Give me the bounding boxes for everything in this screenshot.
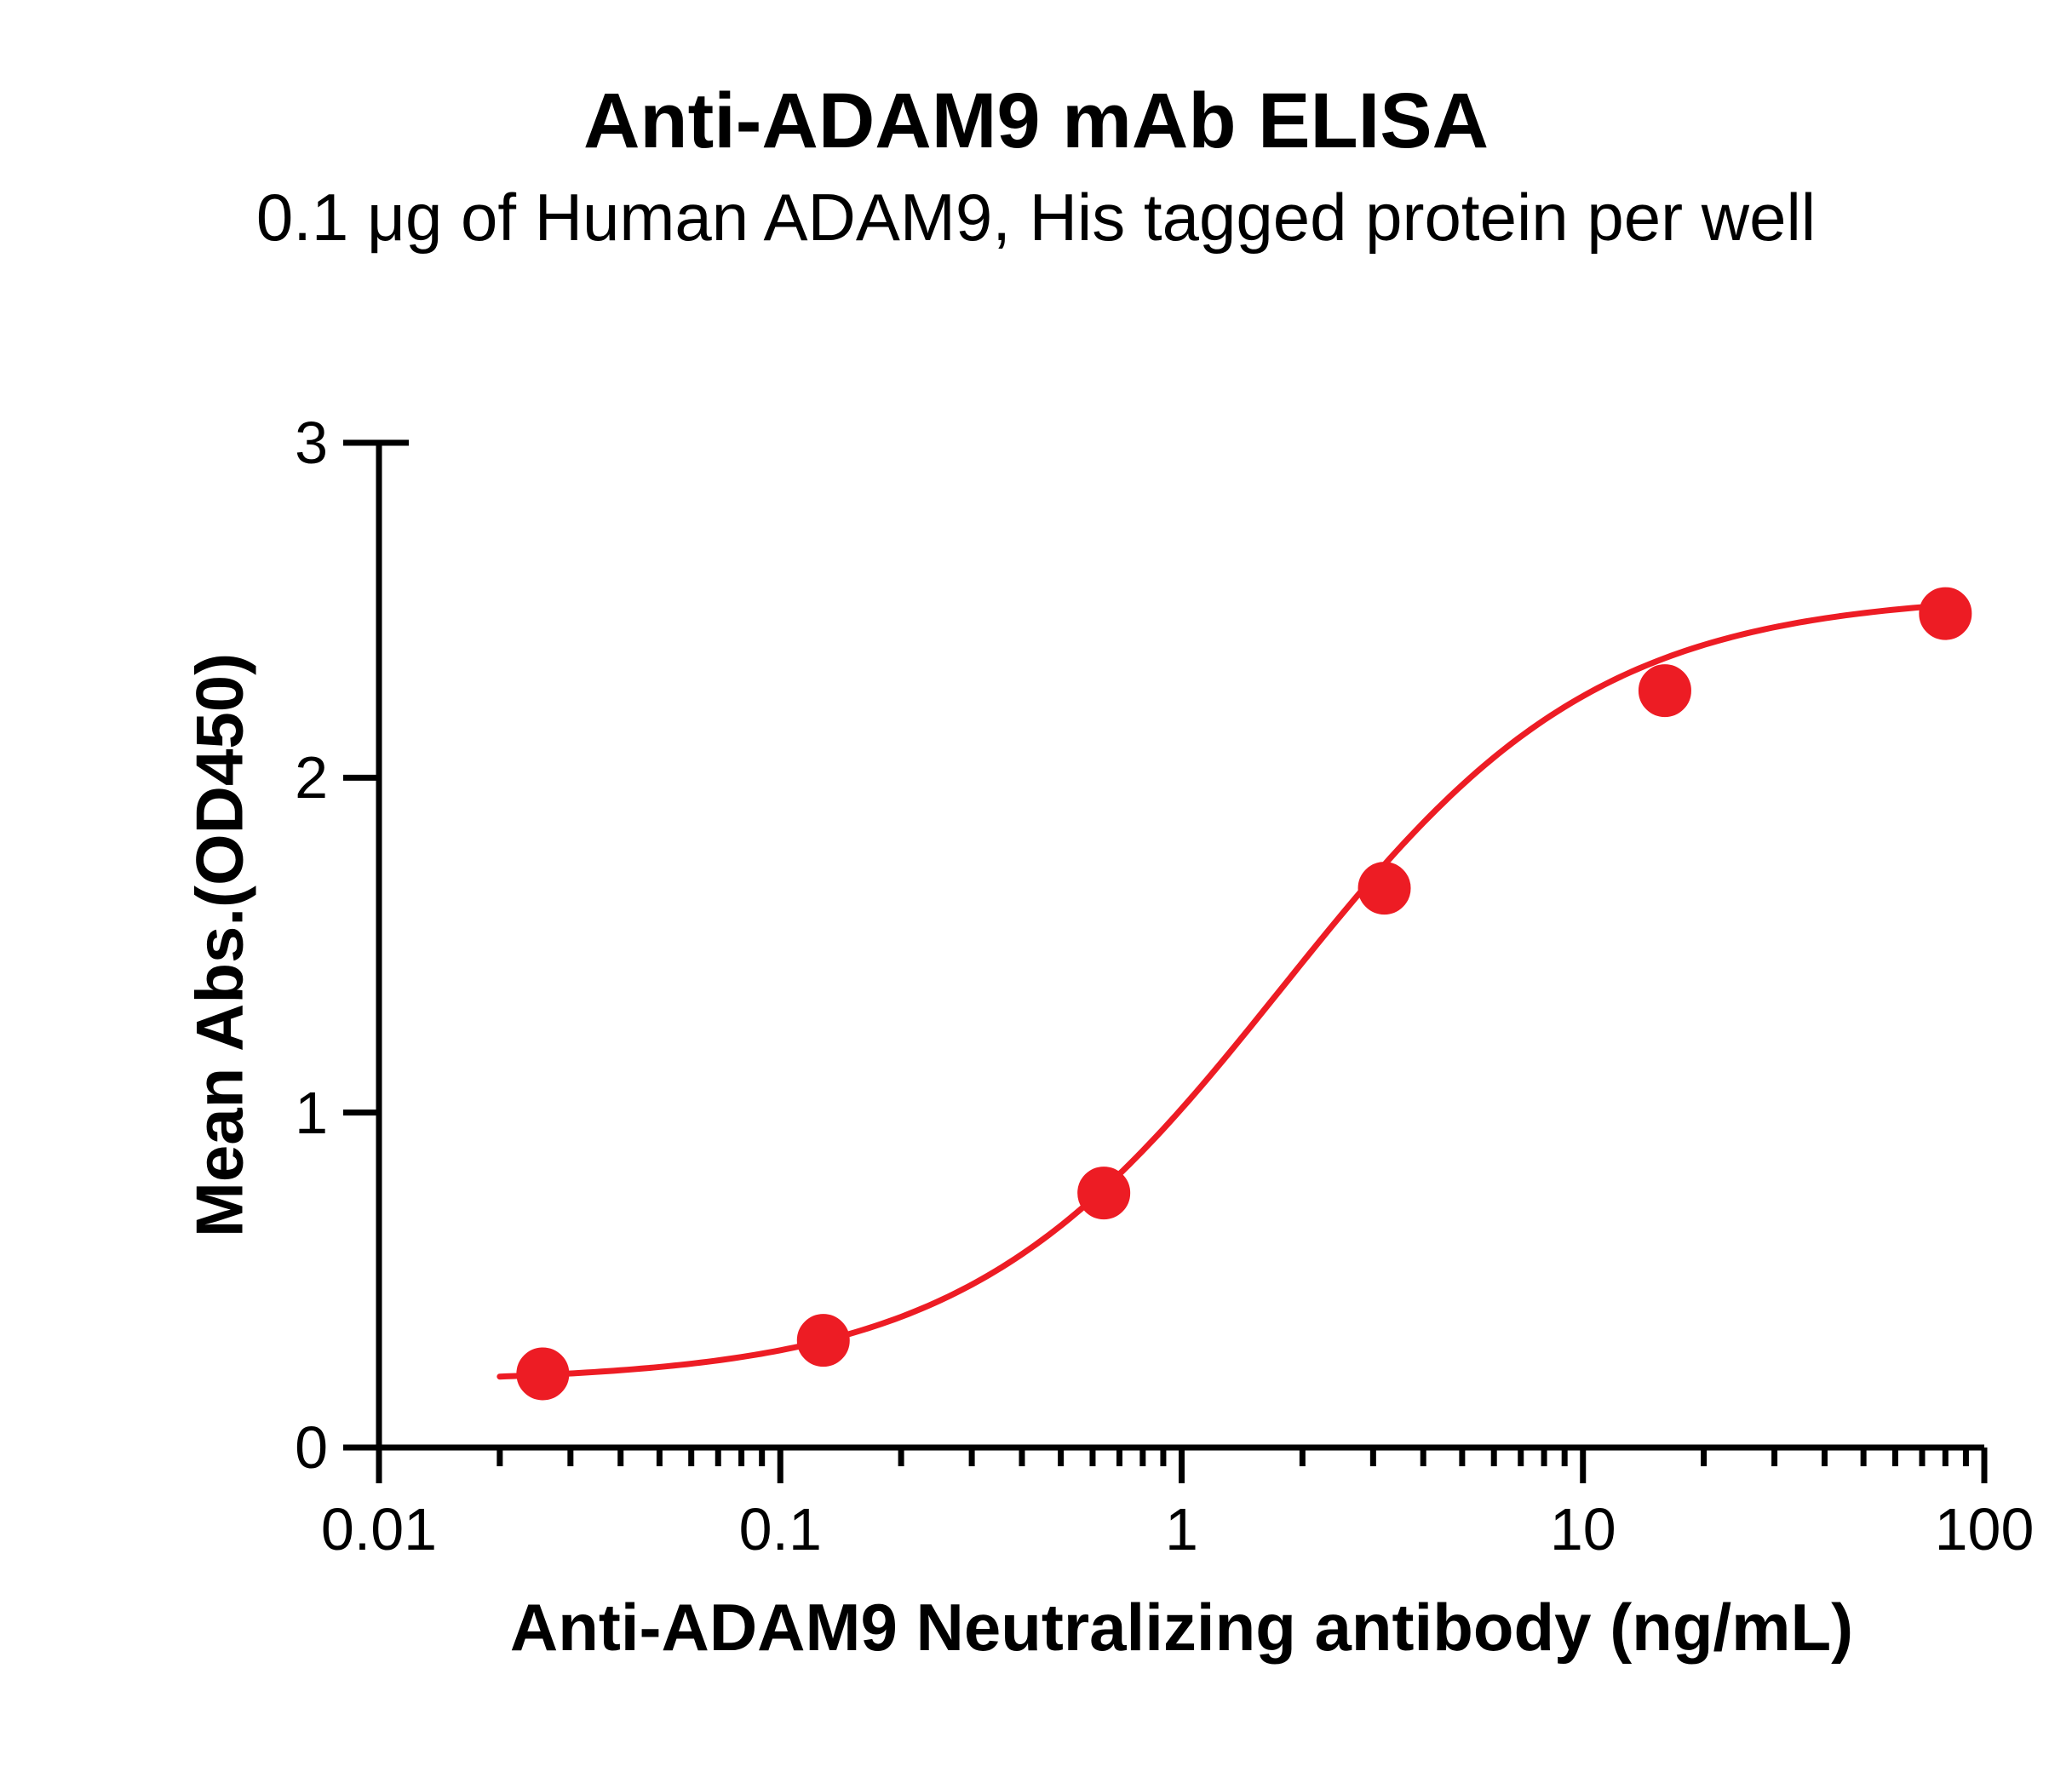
x-tick-label: 100: [1935, 1495, 2035, 1563]
data-point-1: [798, 1315, 849, 1366]
y-tick-label: 1: [295, 1079, 328, 1147]
y-tick-label: 0: [295, 1413, 328, 1482]
data-point-2: [1078, 1167, 1129, 1218]
x-axis-label: Anti-ADAM9 Neutralizing antibody (ng/mL): [510, 1589, 1853, 1666]
y-axis-label: Mean Abs.(OD450): [181, 653, 259, 1237]
y-tick-label: 3: [295, 409, 328, 477]
fit-curve: [500, 604, 1966, 1376]
plot-svg: [0, 0, 2072, 1783]
x-tick-label: 10: [1550, 1495, 1616, 1563]
y-tick-label: 2: [295, 743, 328, 811]
data-point-5: [1920, 588, 1971, 639]
data-point-0: [517, 1348, 568, 1399]
chart-stage: Anti-ADAM9 mAb ELISA 0.1 μg of Human ADA…: [0, 0, 2072, 1783]
x-tick-label: 1: [1165, 1495, 1198, 1563]
data-point-3: [1359, 863, 1410, 914]
x-tick-label: 0.1: [739, 1495, 822, 1563]
data-point-4: [1639, 665, 1690, 716]
x-tick-label: 0.01: [321, 1495, 437, 1563]
